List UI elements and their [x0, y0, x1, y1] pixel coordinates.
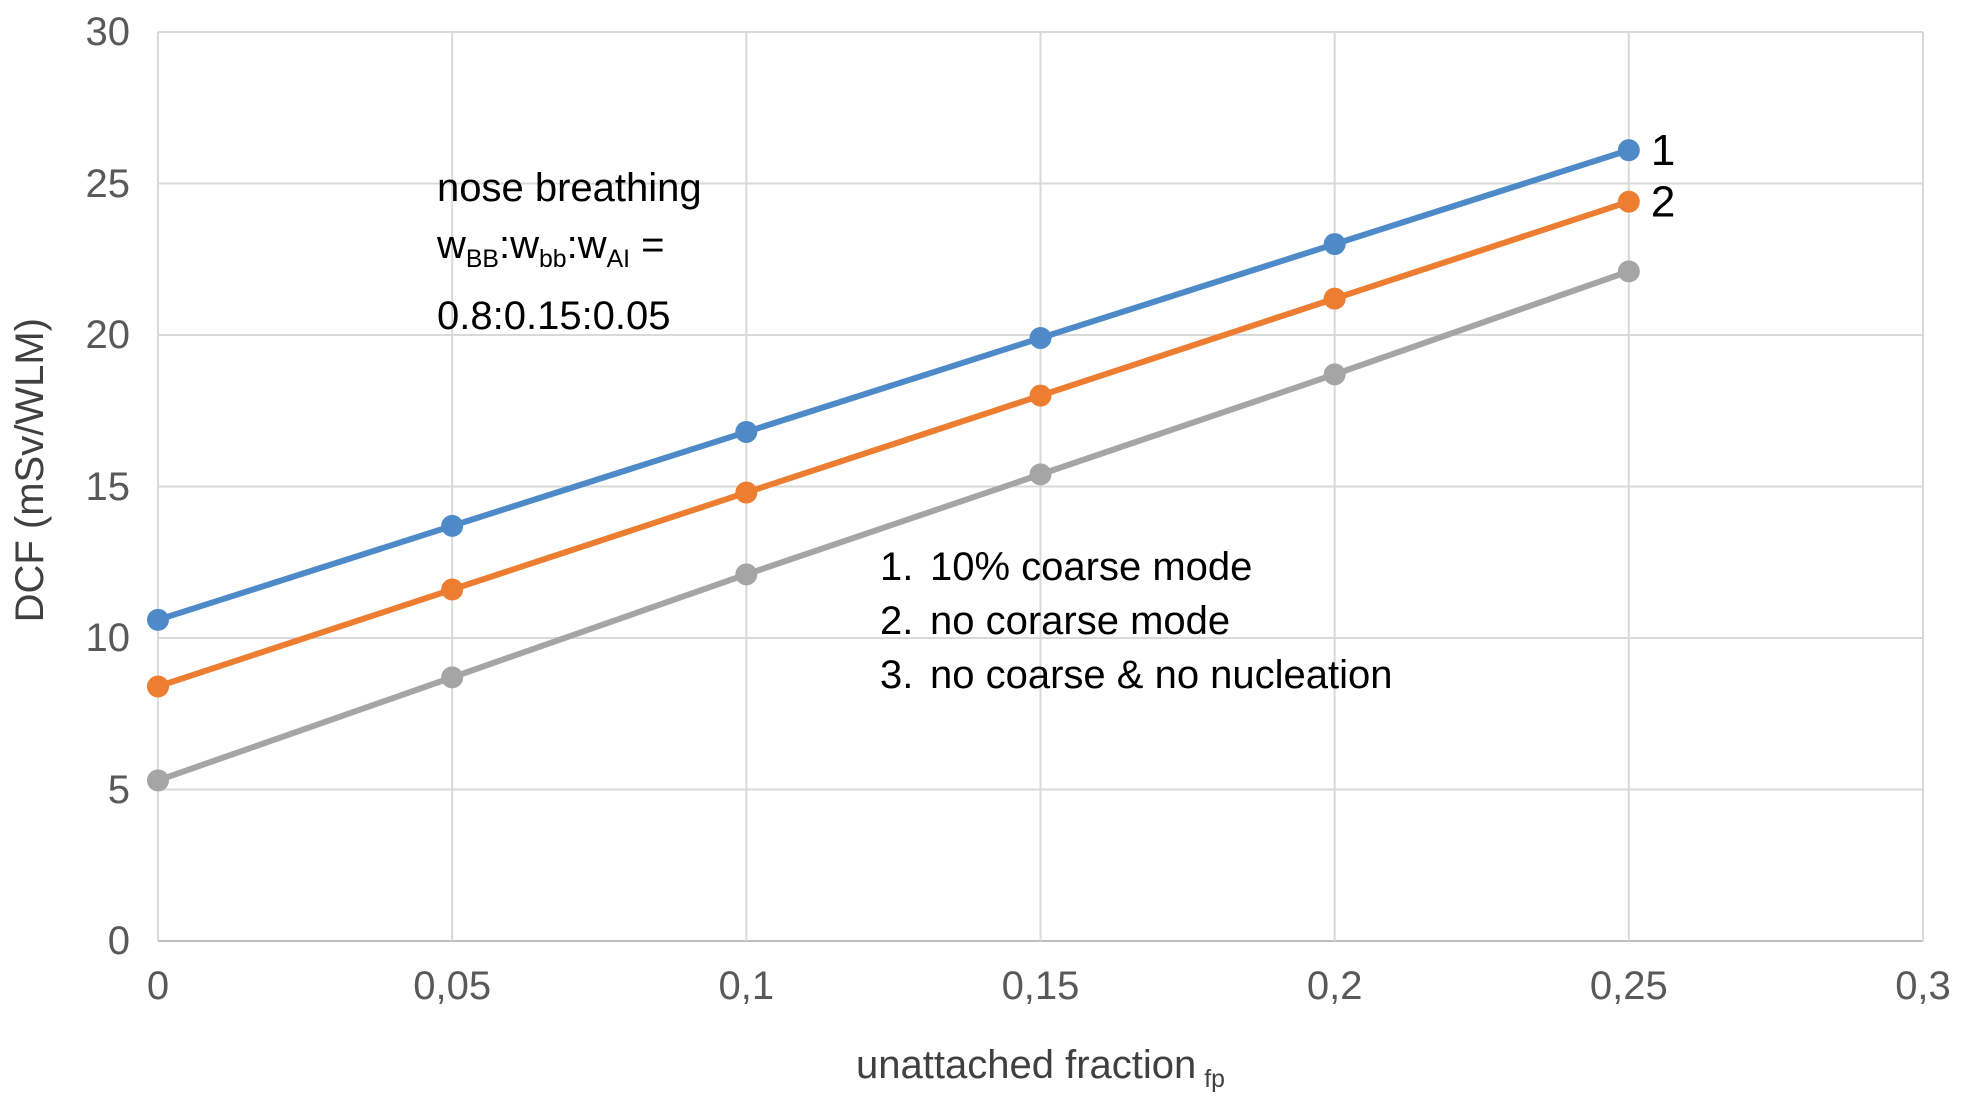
x-tick-label-0,1: 0,1 [718, 964, 775, 1008]
legend-item-3-label: no coarse & no nucleation [930, 653, 1393, 697]
series-3-marker-2 [735, 563, 758, 586]
series-3-marker-5 [1617, 260, 1640, 283]
y-tick-label-15: 15 [85, 464, 131, 509]
legend-item-1-label: 10% coarse mode [930, 545, 1253, 589]
x-tick-label-0,25: 0,25 [1589, 964, 1668, 1008]
y-tick-label-10: 10 [85, 616, 131, 660]
legend-item-2: 2. no corarse mode [880, 594, 1393, 648]
series-line-1 [157, 147, 1630, 623]
series-line-2 [157, 198, 1630, 690]
series-2-end-label: 2 [1651, 178, 1675, 227]
legend-item-1: 1. 10% coarse mode [880, 540, 1393, 594]
y-tick-label-5: 5 [107, 767, 130, 812]
series-1-marker-1 [441, 514, 464, 537]
annotation-line-ratio: 0.8:0.15:0.05 [437, 294, 671, 338]
legend-item-3-number: 3. [880, 653, 914, 697]
series-1-marker-2 [735, 420, 758, 443]
x-axis-title: unattached fraction fp [158, 1043, 1923, 1094]
legend-item-2-label: no corarse mode [930, 599, 1231, 643]
annotation-line-1: nose breathing [437, 166, 702, 210]
series-2-marker-1 [441, 578, 464, 601]
x-tick-label-0,3: 0,3 [1895, 964, 1951, 1008]
x-tick-label-0: 0 [146, 964, 170, 1008]
y-tick-label-30: 30 [85, 10, 131, 54]
series-2-marker-0 [147, 675, 169, 698]
legend-box: 1. 10% coarse mode 2. no corarse mode 3.… [880, 540, 1393, 702]
series-3-marker-3 [1029, 463, 1052, 486]
x-tick-label-0,2: 0,2 [1306, 964, 1363, 1008]
series-2-marker-3 [1029, 384, 1052, 407]
x-tick-label-0,15: 0,15 [1001, 964, 1080, 1008]
annotation-line-weights: wBB:wbb:wAI = [437, 223, 665, 273]
series-3-marker-1 [441, 666, 464, 689]
x-tick-label-0,05: 0,05 [413, 964, 492, 1008]
series-2-marker-5 [1617, 190, 1640, 213]
y-tick-label-25: 25 [85, 161, 131, 206]
series-1-marker-0 [147, 608, 169, 631]
series-2-marker-4 [1323, 287, 1346, 310]
x-axis-title-subscript: fp [1204, 1066, 1225, 1093]
series-1-marker-4 [1323, 233, 1346, 256]
y-tick-label-20: 20 [85, 313, 131, 357]
legend-item-3: 3. no coarse & no nucleation [880, 648, 1393, 702]
series-1-marker-3 [1029, 327, 1052, 350]
series-3-marker-4 [1323, 363, 1346, 386]
legend-item-1-number: 1. [880, 545, 914, 589]
x-axis-title-text: unattached fraction [856, 1043, 1197, 1087]
series-1-marker-5 [1617, 139, 1640, 162]
legend-item-2-number: 2. [880, 599, 914, 643]
annotation-box: nose breathing wBB:wbb:wAI = 0.8:0.15:0.… [437, 160, 702, 345]
series-2-marker-2 [735, 481, 758, 504]
series-1-end-label: 1 [1651, 126, 1675, 175]
y-tick-label-0: 0 [107, 919, 130, 963]
series-line-3 [157, 268, 1630, 784]
series-3-marker-0 [147, 769, 169, 792]
